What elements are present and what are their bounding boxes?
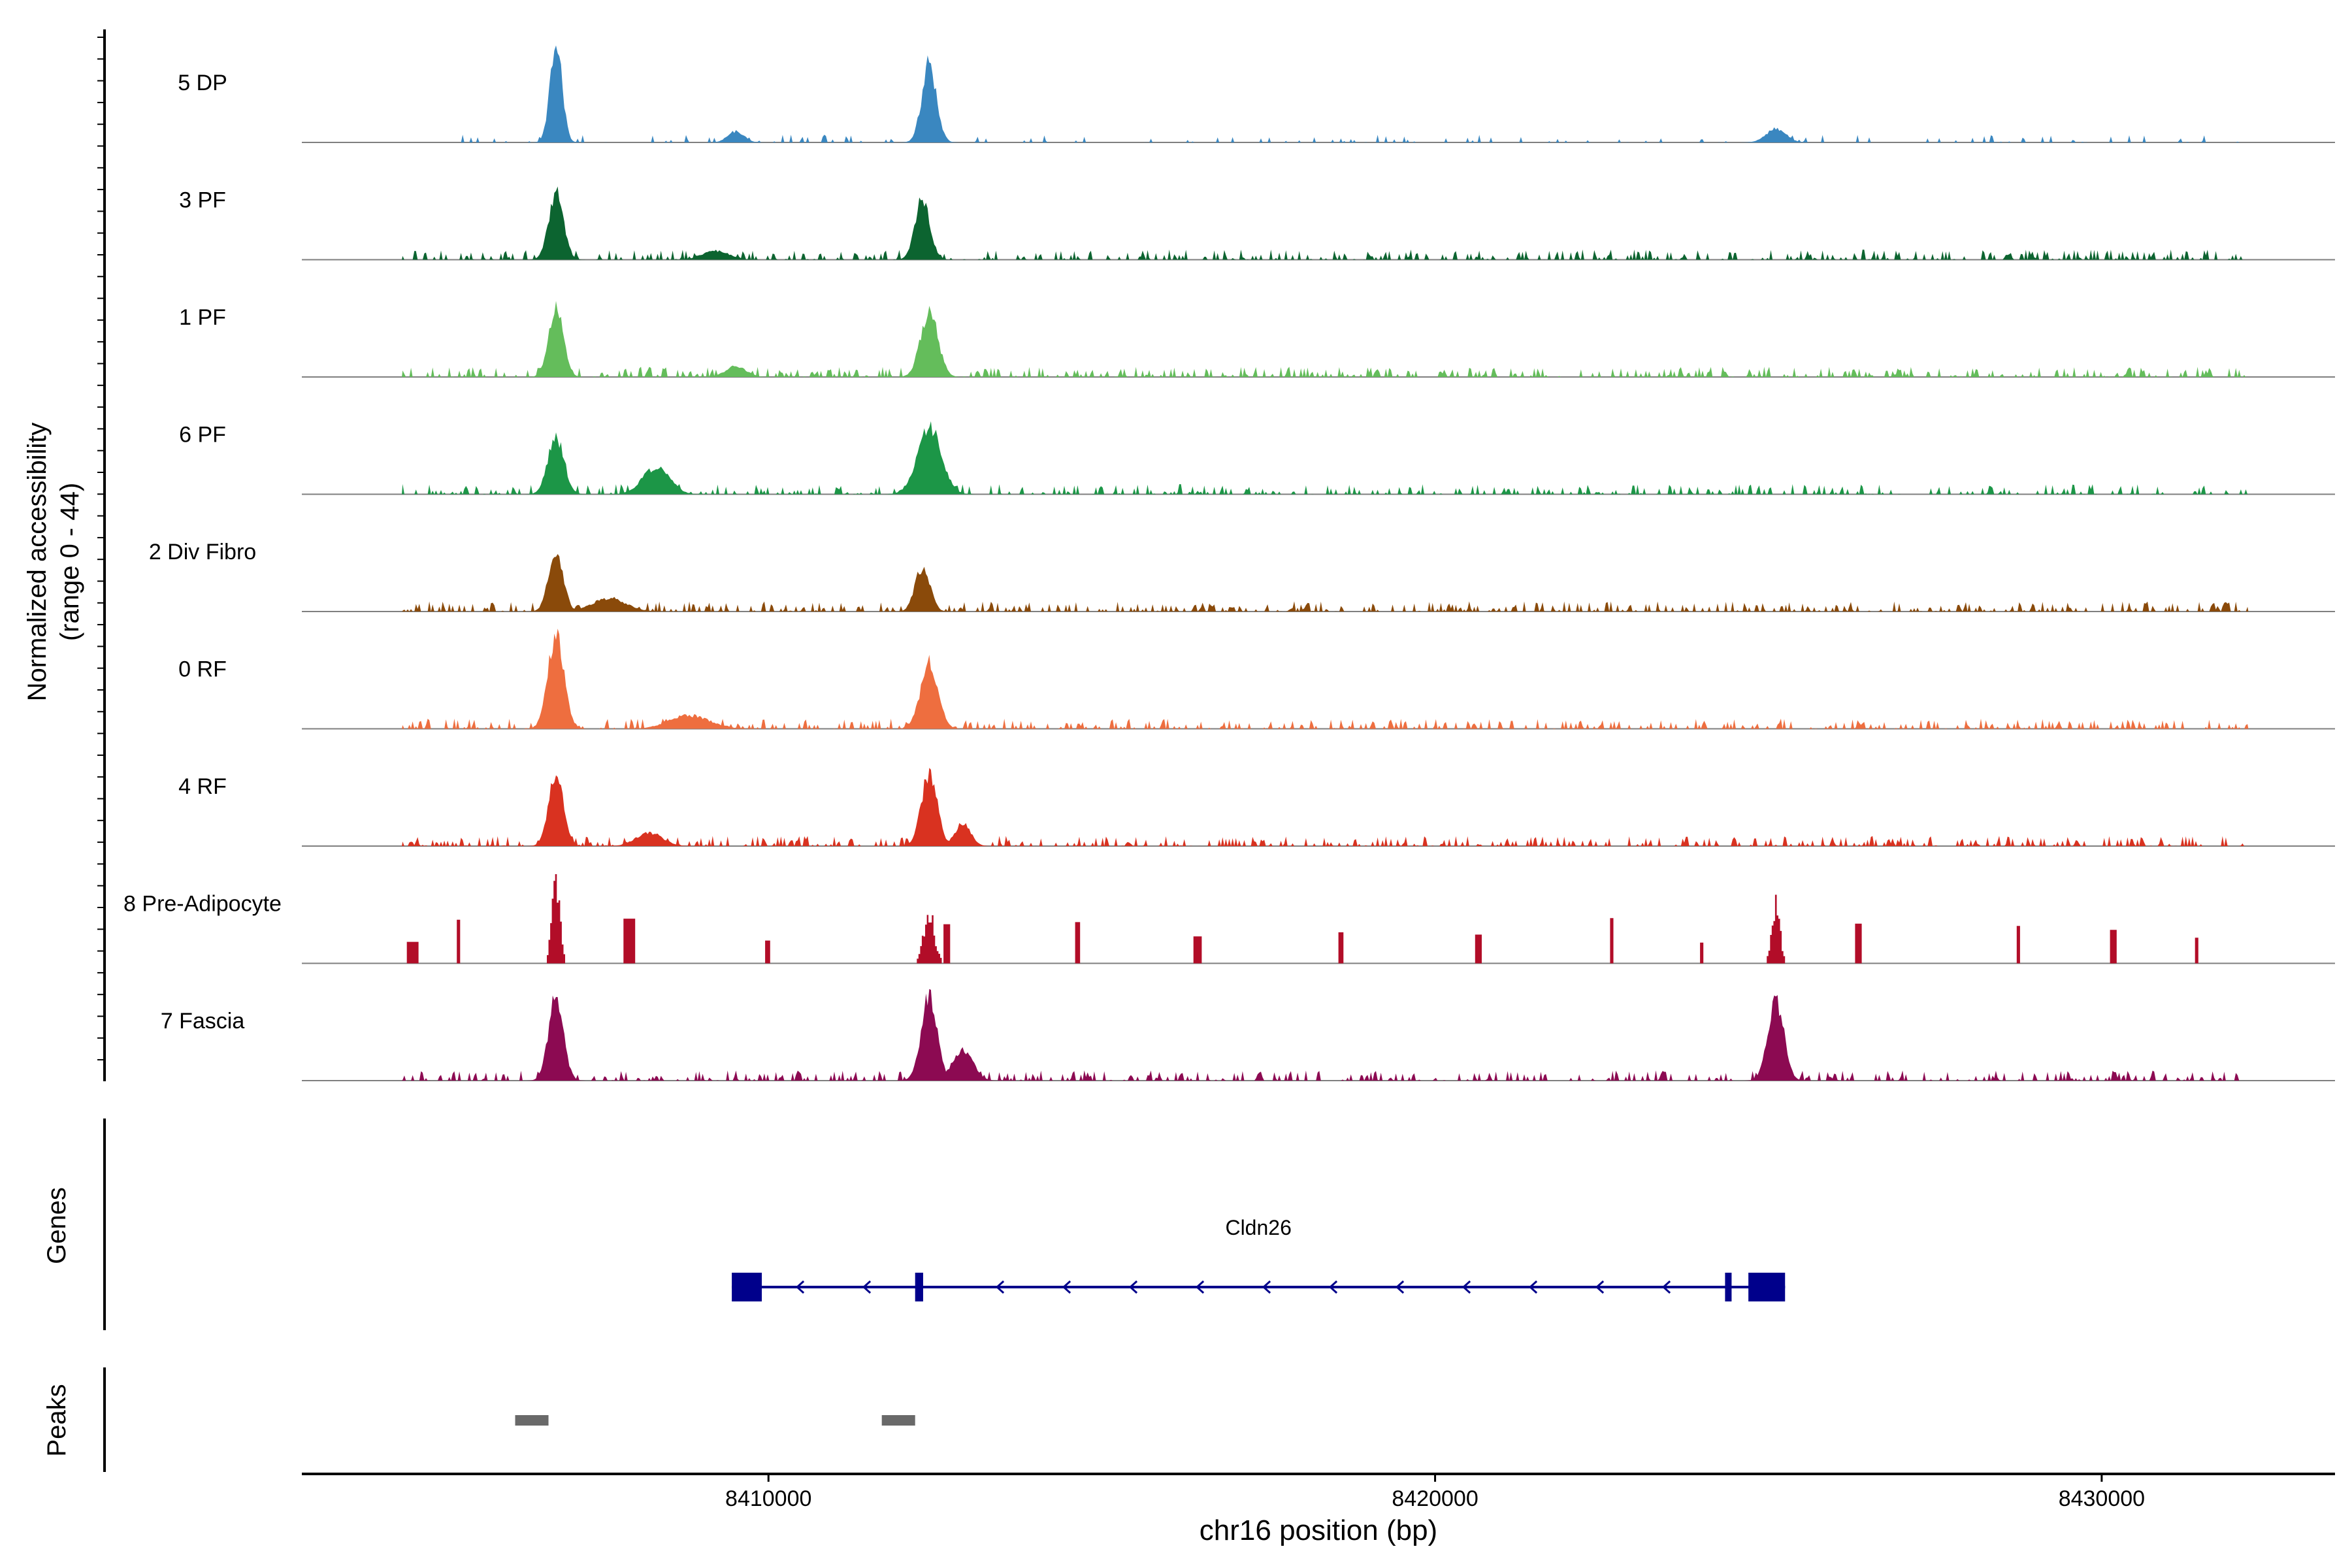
strand-arrow: [1462, 1280, 1471, 1294]
y-axis-label: Normalized accessibility: [23, 423, 52, 702]
track-label-0-rf: 0 RF: [178, 657, 227, 682]
peaks-axis-label: Peaks: [42, 1384, 71, 1456]
genes-axis-label: Genes: [42, 1187, 71, 1264]
coverage-area-4-rf: [402, 768, 2249, 846]
strand-arrow: [1262, 1280, 1271, 1294]
track-label-3-pf: 3 PF: [179, 188, 226, 213]
x-tick-label: 8430000: [2059, 1486, 2145, 1511]
coverage-area-6-pf: [402, 421, 2249, 495]
gene-exon: [732, 1273, 762, 1301]
strand-arrow: [1328, 1280, 1338, 1294]
peaks-track: [515, 1415, 915, 1426]
strand-arrow: [795, 1280, 805, 1294]
gene-exon: [1748, 1273, 1786, 1301]
x-tick-label: 8410000: [725, 1486, 811, 1511]
track-label-5-dp: 5 DP: [178, 71, 227, 95]
coverage-area-3-pf: [402, 186, 2249, 260]
strand-arrow: [862, 1280, 872, 1294]
x-axis-label: chr16 position (bp): [1200, 1514, 1437, 1546]
gene-exon: [915, 1273, 923, 1301]
strand-arrow: [1395, 1280, 1405, 1294]
track-label-4-rf: 4 RF: [178, 774, 227, 799]
x-tick-label: 8420000: [1392, 1486, 1478, 1511]
coverage-area-2-div-fibro: [402, 554, 2249, 612]
strand-arrow: [1128, 1280, 1138, 1294]
coverage-tracks: 5 DP 3 PF 1 PF 6 PF 2 Div Fibro 0 RF 4 RF 8 Pre…: [123, 45, 2335, 1081]
strand-arrow: [1528, 1280, 1538, 1294]
strand-arrow: [1595, 1280, 1605, 1294]
track-label-7-fascia: 7 Fascia: [161, 1009, 245, 1034]
track-label-8-pre-adipocyte: 8 Pre-Adipocyte: [123, 892, 282, 917]
x-axis-ticks: 8410000 8420000 8430000: [725, 1474, 2145, 1511]
track-label-6-pf: 6 PF: [179, 423, 226, 448]
peak-region: [515, 1415, 549, 1426]
gene-label: Cldn26: [1225, 1216, 1291, 1239]
coverage-area-0-rf: [402, 629, 2249, 729]
coverage-area-1-pf: [402, 301, 2249, 377]
y-axis-label-range: (range 0 - 44): [56, 483, 84, 641]
coverage-area-8-pre-adipocyte: [402, 874, 2249, 964]
track-label-2-div-fibro: 2 Div Fibro: [149, 540, 256, 564]
peak-region: [881, 1415, 915, 1426]
genes-track: Cldn26: [732, 1216, 1786, 1301]
strand-arrow: [995, 1280, 1005, 1294]
strand-arrow: [1062, 1280, 1071, 1294]
strand-arrow: [1661, 1280, 1671, 1294]
gene-exon: [1725, 1273, 1732, 1301]
track-label-1-pf: 1 PF: [179, 305, 226, 330]
coverage-area-7-fascia: [402, 988, 2249, 1081]
strand-arrow: [1195, 1280, 1205, 1294]
coverage-area-5-dp: [402, 45, 2249, 142]
